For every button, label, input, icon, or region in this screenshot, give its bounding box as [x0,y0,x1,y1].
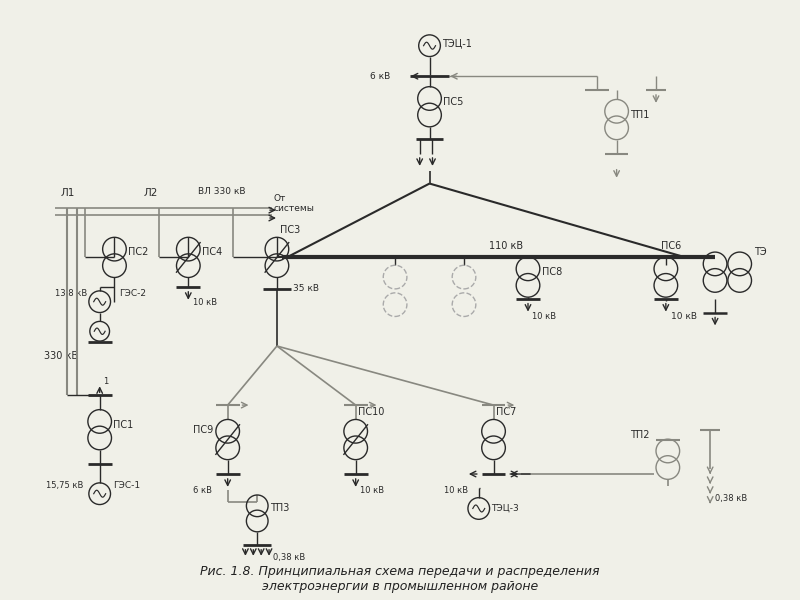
Text: 1: 1 [102,377,108,386]
Text: ТП1: ТП1 [630,110,650,119]
Text: ПС8: ПС8 [542,267,562,277]
Text: 10 кВ: 10 кВ [194,298,218,307]
Text: ПС7: ПС7 [495,407,516,417]
Text: Л1: Л1 [60,188,74,199]
Text: ПС6: ПС6 [661,241,681,251]
Text: ТЭЦ-3: ТЭЦ-3 [491,504,519,513]
Text: ВЛ 330 кВ: ВЛ 330 кВ [198,187,246,196]
Text: ПС3: ПС3 [280,225,300,235]
Text: ПС5: ПС5 [443,97,464,107]
Text: 35 кВ: 35 кВ [293,284,318,293]
Text: 15,75 кВ: 15,75 кВ [46,481,83,490]
Text: ПС9: ПС9 [194,425,214,435]
Text: ТП2: ТП2 [630,430,650,440]
Text: ТП3: ТП3 [270,503,290,514]
Text: 110 кВ: 110 кВ [489,241,522,251]
Text: Рис. 1.8. Принципиальная схема передачи и распределения
электроэнергии в промышл: Рис. 1.8. Принципиальная схема передачи … [200,565,600,593]
Text: 13,8 кВ: 13,8 кВ [55,289,88,298]
Text: 6 кВ: 6 кВ [194,486,212,495]
Text: 0,38 кВ: 0,38 кВ [715,494,747,503]
Text: ТЭ: ТЭ [754,247,767,257]
Text: 6 кВ: 6 кВ [370,72,390,81]
Text: 10 кВ: 10 кВ [532,312,556,321]
Text: 330 кВ: 330 кВ [43,351,78,361]
Text: От: От [274,194,286,203]
Text: ПС1: ПС1 [114,420,134,430]
Text: системы: системы [274,203,315,212]
Text: Л2: Л2 [144,188,158,199]
Text: 0,38 кВ: 0,38 кВ [273,553,306,562]
Text: ГЭС-1: ГЭС-1 [114,481,141,490]
Text: ТЭЦ-1: ТЭЦ-1 [442,39,472,49]
Text: ПС10: ПС10 [358,407,384,417]
Text: ПС4: ПС4 [202,247,222,257]
Text: 10 кВ: 10 кВ [670,312,697,321]
Text: 10 кВ: 10 кВ [360,486,384,495]
Text: ПС2: ПС2 [128,247,149,257]
Text: ГЭС-2: ГЭС-2 [119,289,146,298]
Text: 10 кВ: 10 кВ [444,486,469,495]
